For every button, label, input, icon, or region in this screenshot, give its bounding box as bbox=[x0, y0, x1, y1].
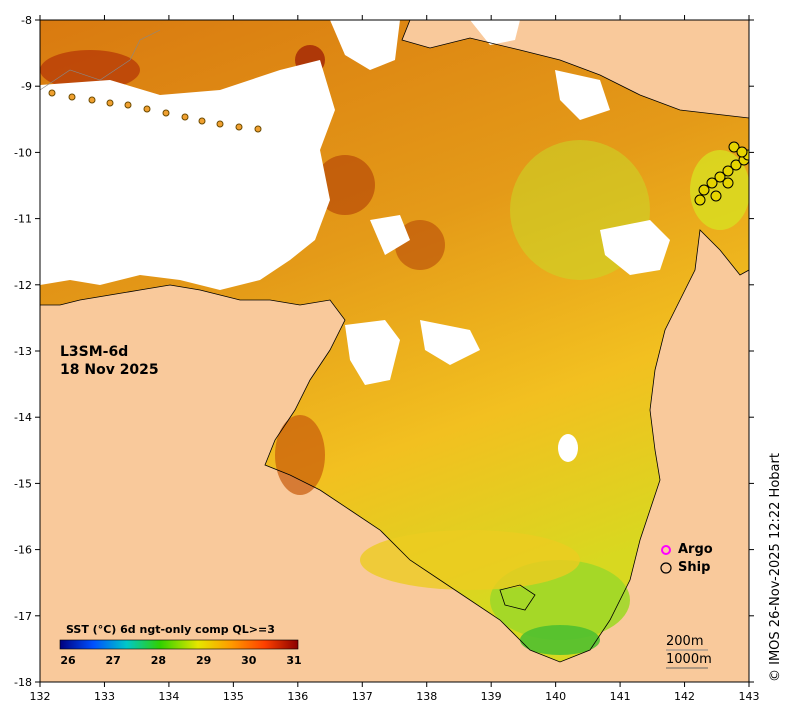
contour-1000-label: 1000m bbox=[666, 652, 712, 667]
y-tick-label: -17 bbox=[14, 610, 32, 623]
no-data-region bbox=[370, 215, 410, 255]
x-tick-label: 141 bbox=[610, 690, 631, 703]
product-date: 18 Nov 2025 bbox=[60, 362, 159, 378]
argo-symbol bbox=[661, 545, 671, 555]
y-tick-label: -15 bbox=[14, 477, 32, 490]
contour-200-label: 200m bbox=[666, 634, 704, 649]
colorbar-tick-label: 30 bbox=[241, 654, 257, 667]
y-tick-label: -13 bbox=[14, 345, 32, 358]
ship-track bbox=[48, 89, 262, 133]
y-tick-label: -11 bbox=[14, 213, 32, 226]
no-data-region bbox=[330, 20, 400, 70]
x-tick-label: 143 bbox=[739, 690, 760, 703]
colorbar-gradient bbox=[59, 639, 299, 650]
x-tick-label: 132 bbox=[30, 690, 51, 703]
colorbar-tick-label: 27 bbox=[106, 654, 121, 667]
ship-symbol bbox=[660, 562, 672, 574]
x-tick-label: 133 bbox=[94, 690, 115, 703]
colorbar-title: SST (°C) 6d ngt-only comp QL>=3 bbox=[66, 623, 275, 636]
coastline bbox=[40, 229, 749, 663]
no-data-region bbox=[558, 434, 578, 462]
y-axis: -8 -9 -10 -11 -12 -13 -14 -15 -16 -17 -18 bbox=[14, 14, 754, 689]
colorbar-tick-label: 31 bbox=[286, 654, 301, 667]
coastline bbox=[499, 584, 536, 611]
x-tick-label: 138 bbox=[416, 690, 437, 703]
credit-text: © IMOS 26-Nov-2025 12:22 Hobart bbox=[768, 453, 783, 682]
contour-line bbox=[40, 29, 161, 91]
y-tick-label: -8 bbox=[21, 14, 32, 27]
warm-patch bbox=[360, 530, 580, 590]
product-label: L3SM-6d 18 Nov 2025 bbox=[60, 343, 159, 379]
colorbar: 26 27 28 29 30 31 bbox=[59, 639, 302, 667]
x-tick-label: 137 bbox=[352, 690, 373, 703]
x-tick-label: 139 bbox=[481, 690, 502, 703]
legend-ship-label: Ship bbox=[678, 560, 711, 575]
no-data-region bbox=[600, 220, 670, 275]
colorbar-tick-label: 28 bbox=[151, 654, 166, 667]
coastline bbox=[401, 20, 749, 119]
y-tick-label: -18 bbox=[14, 676, 32, 689]
product-name: L3SM-6d bbox=[60, 344, 129, 360]
legend-argo-label: Argo bbox=[678, 542, 713, 557]
x-axis: 132 133 134 135 136 137 138 139 140 141 142 143 bbox=[30, 15, 760, 703]
y-tick-label: -12 bbox=[14, 279, 32, 292]
x-tick-label: 140 bbox=[545, 690, 566, 703]
colorbar-ticks: 26 27 28 29 30 31 bbox=[60, 654, 301, 667]
colorbar-tick-label: 26 bbox=[60, 654, 76, 667]
no-data-region bbox=[470, 20, 520, 45]
no-data-region bbox=[345, 320, 400, 385]
y-tick-label: -16 bbox=[14, 544, 32, 557]
x-tick-label: 135 bbox=[223, 690, 244, 703]
no-data-region bbox=[420, 320, 480, 365]
hot-patch bbox=[40, 50, 140, 90]
x-tick-label: 134 bbox=[158, 690, 179, 703]
y-tick-label: -14 bbox=[14, 411, 32, 424]
y-tick-label: -10 bbox=[14, 146, 32, 159]
ship-markers bbox=[694, 141, 749, 206]
colorbar-tick-label: 29 bbox=[196, 654, 211, 667]
no-data-region bbox=[40, 60, 335, 290]
x-tick-label: 142 bbox=[674, 690, 695, 703]
cool-patch bbox=[520, 625, 600, 655]
x-tick-label: 136 bbox=[287, 690, 308, 703]
hot-patch bbox=[275, 415, 325, 495]
y-tick-label: -9 bbox=[21, 80, 32, 93]
hot-patch bbox=[395, 220, 445, 270]
no-data-region bbox=[555, 70, 610, 120]
